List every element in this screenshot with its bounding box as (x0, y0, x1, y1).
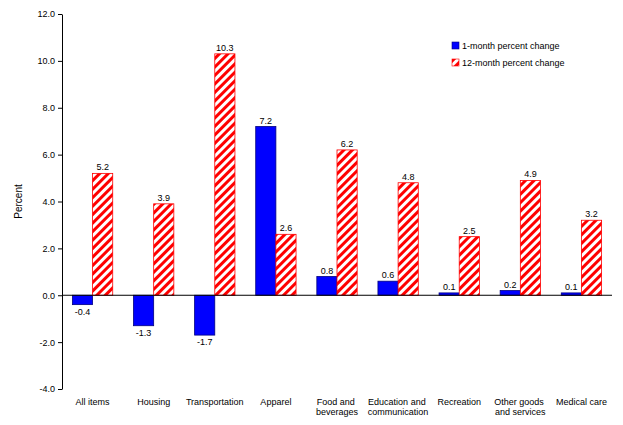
x-tick-label: Housing (137, 397, 170, 407)
y-tick-label: -2.0 (39, 338, 55, 348)
x-tick: Apparel (260, 389, 291, 407)
plot: -4.0 -2.0 0.0 2.0 4.0 6.0 8.0 10.0 12.0 Percent Al… (13, 9, 612, 417)
data-label: 0.8 (321, 266, 334, 276)
data-label: -0.4 (75, 307, 91, 317)
y-axis: -4.0 -2.0 0.0 2.0 4.0 6.0 8.0 10.0 12.0 (37, 9, 62, 394)
y-tick: 10.0 (37, 56, 62, 66)
y-tick-mark (58, 342, 62, 343)
bar (398, 183, 418, 296)
zero-line (62, 295, 612, 296)
data-label: 5.2 (96, 162, 109, 172)
x-tick: Education and communication (368, 389, 429, 417)
bar (581, 220, 601, 295)
y-tick-mark (58, 155, 62, 156)
legend-item: 12-month percent change (452, 58, 565, 68)
y-tick-label: 6.0 (42, 150, 55, 160)
bar (378, 281, 398, 295)
y-tick-mark (58, 389, 62, 390)
x-tick: Food and beverages (316, 389, 359, 417)
y-tick-label: -4.0 (39, 384, 55, 394)
x-axis: All items Housing Transportation Apparel Foo… (76, 389, 607, 417)
legend-label: 12-month percent change (462, 58, 565, 68)
bar (337, 150, 357, 295)
bar (154, 204, 174, 295)
y-tick-label: 10.0 (37, 56, 55, 66)
bar (459, 237, 479, 296)
bar (134, 295, 154, 325)
series (93, 54, 602, 295)
bar (317, 277, 337, 296)
chart: -4.0 -2.0 0.0 2.0 4.0 6.0 8.0 10.0 12.0 Percent Al… (0, 0, 623, 425)
data-label: 2.5 (463, 226, 476, 236)
series (72, 127, 581, 336)
y-tick-mark (58, 108, 62, 109)
y-tick: 2.0 (42, 244, 62, 254)
y-tick: -2.0 (39, 338, 62, 348)
y-axis-line (62, 15, 63, 390)
x-tick: Housing (137, 389, 170, 407)
y-tick: 8.0 (42, 103, 62, 113)
bar (520, 180, 540, 295)
y-tick-mark (58, 295, 62, 296)
x-tick-label: Medical care (556, 397, 607, 407)
data-label: 6.2 (341, 139, 354, 149)
data-label: 0.1 (443, 282, 456, 292)
x-tick: Medical care (556, 389, 607, 407)
y-tick-label: 0.0 (42, 291, 55, 301)
y-tick-label: 8.0 (42, 103, 55, 113)
bar (195, 295, 215, 335)
data-label: 0.1 (565, 282, 578, 292)
x-tick: Other goods and services (494, 389, 546, 417)
x-tick-label: Other goods and services (494, 397, 546, 417)
legend: 1-month percent change 12-month percent c… (452, 41, 565, 68)
data-label: 7.2 (260, 116, 273, 126)
data-label: 10.3 (216, 43, 234, 53)
data-label: 4.8 (402, 172, 415, 182)
y-tick: 4.0 (42, 197, 62, 207)
data-label: 4.9 (524, 169, 537, 179)
bar (256, 127, 276, 296)
y-tick: -4.0 (39, 384, 62, 394)
y-tick-label: 12.0 (37, 9, 55, 19)
bar (500, 291, 520, 296)
y-tick-label: 2.0 (42, 244, 55, 254)
legend-item: 1-month percent change (452, 41, 560, 51)
data-label: 3.9 (157, 193, 170, 203)
legend-swatch (452, 59, 459, 66)
y-tick-mark (58, 61, 62, 62)
x-tick-label: All items (76, 397, 111, 407)
data-label: -1.7 (197, 337, 213, 347)
bar (215, 54, 235, 295)
x-tick-label: Food and beverages (316, 397, 359, 417)
y-axis-title: Percent (13, 184, 24, 219)
x-tick: Recreation (437, 389, 481, 407)
data-label: 3.2 (585, 209, 598, 219)
x-tick-label: Recreation (437, 397, 481, 407)
bars (72, 54, 601, 335)
bar (93, 173, 113, 295)
y-tick-mark (58, 14, 62, 15)
bar (72, 295, 92, 304)
y-tick: 6.0 (42, 150, 62, 160)
legend-swatch (452, 42, 459, 49)
bar (276, 234, 296, 295)
y-tick-mark (58, 202, 62, 203)
y-tick-label: 4.0 (42, 197, 55, 207)
data-label: 0.6 (382, 270, 395, 280)
data-label: -1.3 (136, 328, 152, 338)
y-tick: 12.0 (37, 9, 62, 19)
data-labels: -0.4 -1.3 -1.7 7.2 0.8 0.6 0.1 0.2 0.1 5.2 3.9 10.3… (75, 43, 598, 347)
x-tick-label: Apparel (260, 397, 291, 407)
data-label: 0.2 (504, 280, 517, 290)
x-tick-label: Education and communication (368, 397, 429, 417)
x-tick: Transportation (186, 389, 244, 407)
y-tick: 0.0 (42, 291, 62, 301)
y-tick-mark (58, 248, 62, 249)
data-label: 2.6 (280, 223, 293, 233)
x-tick: All items (76, 389, 111, 407)
x-tick-label: Transportation (186, 397, 244, 407)
legend-label: 1-month percent change (462, 41, 560, 51)
